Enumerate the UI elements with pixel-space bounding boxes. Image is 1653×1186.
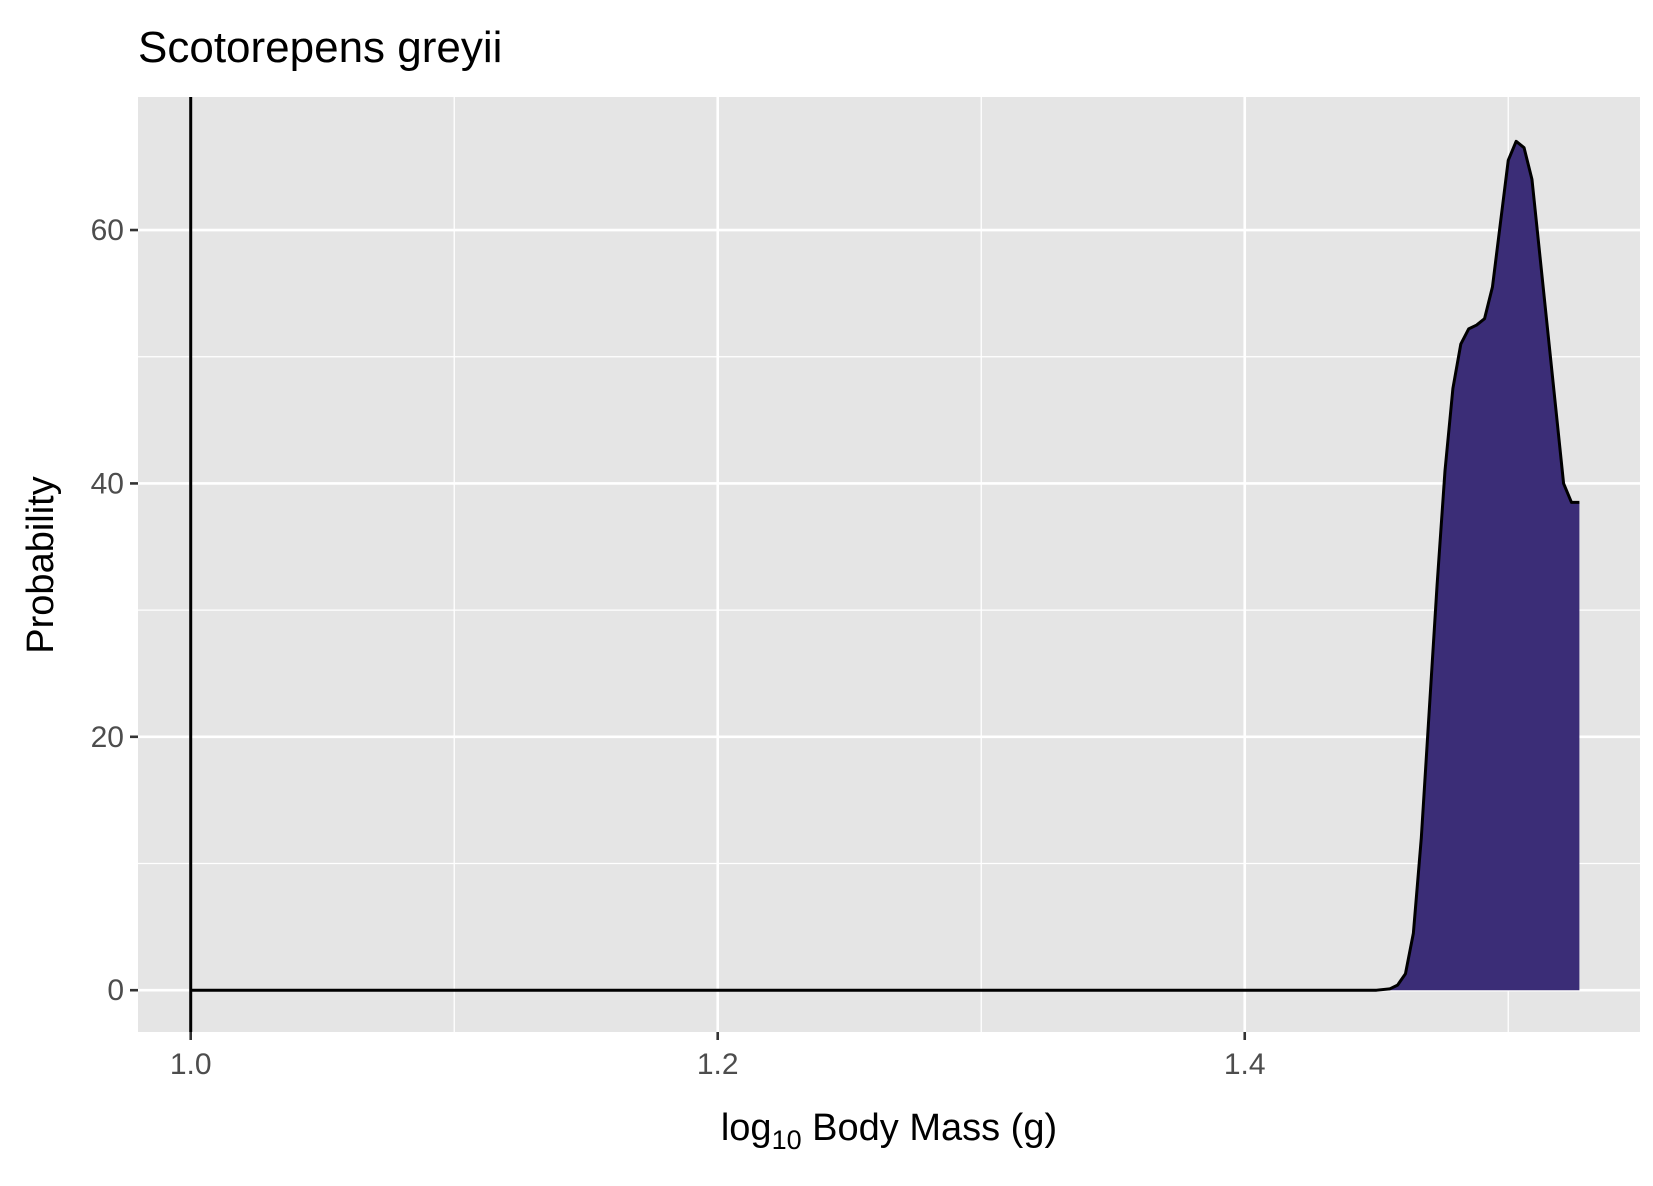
x-tick-label-1: 1.2 — [697, 1048, 739, 1081]
x-axis-ticks: 1.0 1.2 1.4 — [170, 1032, 1266, 1081]
y-tick-label-0: 0 — [107, 974, 124, 1007]
plot-panel — [138, 97, 1640, 1032]
density-line — [190, 139, 1580, 992]
y-tick-label-3: 60 — [91, 214, 124, 247]
y-axis-ticks: 0 20 40 60 — [91, 214, 138, 1007]
y-tick-label-1: 20 — [91, 721, 124, 754]
y-tick-label-2: 40 — [91, 467, 124, 500]
x-axis-title: log10 Body Mass (g) — [721, 1107, 1057, 1155]
density-area — [190, 141, 1580, 991]
x-axis-title-prefix: log — [721, 1107, 772, 1149]
x-tick-label-2: 1.4 — [1224, 1048, 1266, 1081]
x-axis-title-suffix: Body Mass (g) — [802, 1107, 1058, 1149]
x-tick-label-0: 1.0 — [170, 1048, 212, 1081]
y-axis-title: Probability — [20, 476, 62, 653]
x-axis-title-subscript: 10 — [772, 1125, 802, 1155]
chart-title: Scotorepens greyii — [138, 23, 502, 72]
